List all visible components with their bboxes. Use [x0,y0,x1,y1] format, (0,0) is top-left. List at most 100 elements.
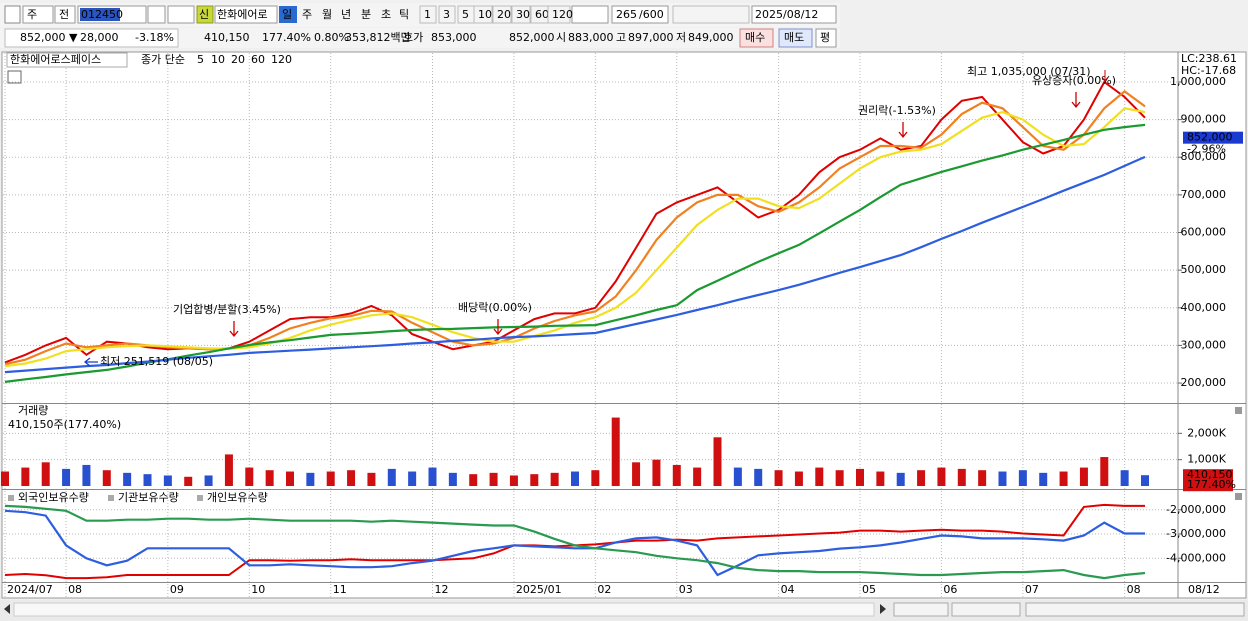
scroll-right[interactable] [880,604,886,614]
prev-button[interactable] [54,5,76,24]
bar-count: 265 [616,8,637,21]
minute-button-bg[interactable] [511,5,531,24]
date-field[interactable] [751,5,837,24]
zoom-slider[interactable] [951,602,1021,617]
volume-bar [794,471,803,486]
minute-button-bg[interactable] [547,5,571,24]
stock-code: 012450 [81,8,123,21]
minute-button-bg[interactable] [473,5,493,24]
minute-button: 5 [462,8,469,21]
y-tick-label: 700,000 [1181,188,1227,201]
volume-tag [1183,469,1233,492]
y-tick-label: 500,000 [1181,263,1227,276]
quote-high-label: 고 [616,31,626,44]
volume-bar [224,454,233,486]
pane-close[interactable] [1235,493,1242,500]
volume-bar [448,472,457,486]
table-icon[interactable] [7,70,22,84]
y-tick-label: 900,000 [1181,113,1227,126]
volume-bar [184,476,193,486]
quote-volume-pct: 177.40% [262,31,311,44]
volume-bar [163,475,172,486]
volume-bar [1079,467,1088,486]
price-box [4,28,179,48]
pane-close[interactable] [1235,407,1242,414]
interval-button: 일 [282,7,292,21]
volume-bar [917,470,926,486]
volume-bar [978,470,987,486]
count-field[interactable] [611,5,669,24]
volume-bar [265,470,274,486]
volume-bar [856,468,864,486]
legend-entry: 20 [231,53,245,66]
name-field [214,5,278,24]
minute-button-bg[interactable] [438,5,456,24]
quote-bg [0,28,840,48]
x-tick-label: 05 [862,583,876,596]
x-tick-label: 2024/07 [7,583,53,596]
annotation: 최저 251,519 (08/05) [100,355,213,368]
quote-sell: 매도 [784,31,804,44]
annotation: 유상증자(0.00%) [1032,74,1116,87]
quote-change: 28,000 [80,31,119,44]
volume-bar [591,470,600,486]
volume-bar [998,471,1007,486]
x-tick-label: 07 [1025,583,1039,596]
sound-button[interactable] [167,5,195,24]
volume-subtitle: 410,150주(177.40%) [8,418,121,431]
search-button[interactable] [147,5,166,24]
period-select[interactable] [22,5,54,24]
interval-dropdown[interactable] [571,5,609,24]
volume-bar [41,462,50,486]
period-label: 주 [27,8,37,21]
y-tick-label: 300,000 [1181,338,1227,351]
high-arrow [1101,70,1109,82]
buy-button[interactable] [739,28,774,48]
quote-ask-label: 호가 [403,31,423,44]
series-line [4,107,1146,368]
quote-ask: 853,000 [431,31,477,44]
volume-bar [1039,472,1048,486]
scroll-left[interactable] [4,604,10,614]
volume-bar [693,467,702,486]
quote-bid: 852,000 [509,31,555,44]
volume-bar [326,471,335,486]
quote-turnover: 0.80% [314,31,349,44]
legend-swatch [8,495,14,501]
volume-bar [123,472,132,486]
avg-button[interactable] [815,28,837,48]
x-tick-label: 12 [435,583,449,596]
interval-button: 분 [361,8,371,21]
volume-bar [550,472,559,486]
volume-bar [937,467,946,486]
interval-button: 틱 [399,8,409,21]
y-tick-label: -4,000,000 [1166,551,1226,564]
volume-bar [367,472,376,486]
playback-controls[interactable] [893,602,949,617]
interval-button: 초 [381,8,391,21]
minute-button: 30 [516,8,530,21]
legend-title: 종가 단순 [141,53,185,66]
minute-button-bg[interactable] [492,5,512,24]
event-arrow [1071,92,1081,109]
indicator-hc: HC:-17.68 [1181,64,1236,77]
view-tools[interactable] [1025,602,1245,617]
prev-label: 전 [59,8,69,21]
volume-bar [489,472,498,486]
sell-button[interactable] [778,28,813,48]
minute-button-bg[interactable] [419,5,437,24]
interval-selected[interactable] [279,6,297,23]
y-tick-label: 2,000K [1187,426,1226,439]
scroll-track[interactable] [13,602,875,617]
menu-icon[interactable] [4,5,21,24]
event-arrow [229,321,239,338]
legend-swatch [108,495,114,501]
legend-entry: 120 [271,53,292,66]
credit-label: 신 [199,8,209,21]
title-box [6,52,128,68]
volume-bar [652,459,661,486]
volume-bar [21,467,30,486]
tool-icons[interactable] [672,5,750,24]
volume-bar [306,472,315,486]
volume-bar [611,417,620,486]
